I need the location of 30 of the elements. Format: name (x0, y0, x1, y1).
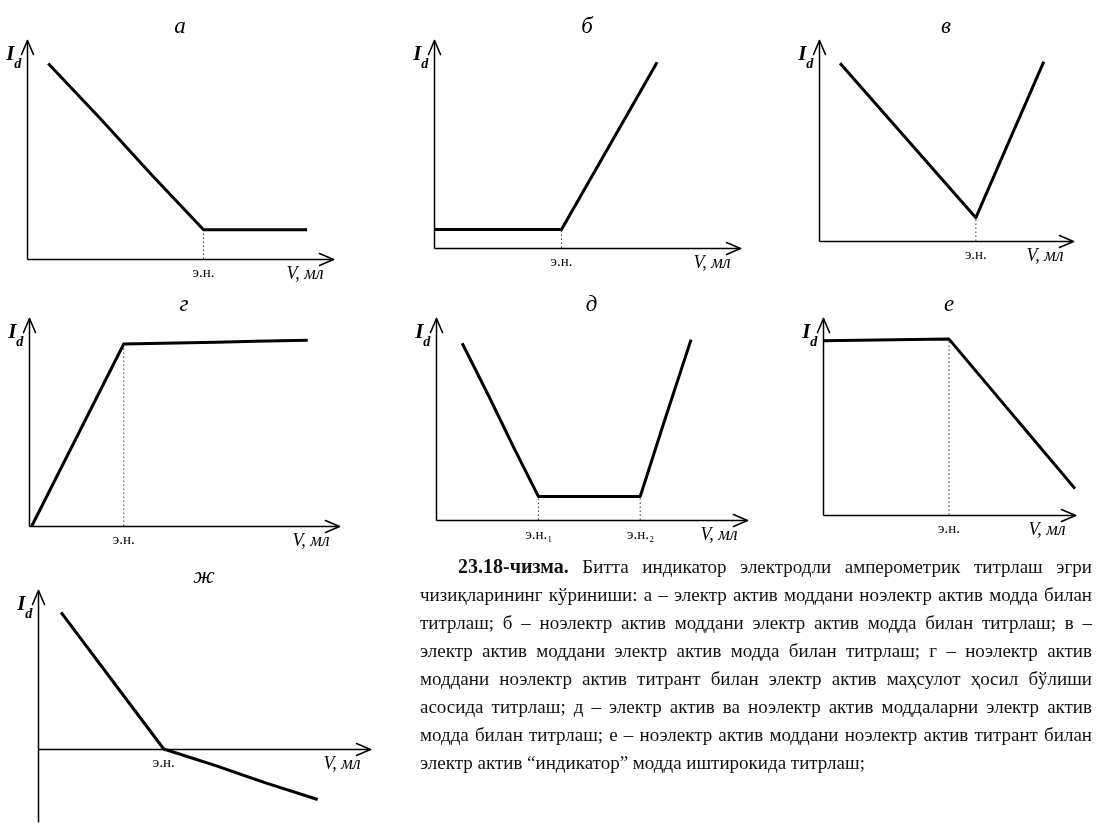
annotation: э.н. (964, 246, 987, 262)
y-axis-title: I$_{d}$ (5, 40, 23, 71)
text: э.н. (112, 531, 135, 547)
chart-title: в (941, 13, 952, 38)
chart-title: а (174, 13, 186, 38)
x-axis-title: V, мл (693, 251, 731, 272)
x-axis-title: V, мл (292, 529, 330, 550)
chart-title: е (943, 291, 955, 316)
y-axis-title: I$_{d}$ (801, 318, 819, 349)
annotation: э.н. (152, 754, 175, 771)
chart-title: д (585, 291, 598, 316)
x-axis-title: V, мл (323, 752, 361, 773)
x-axis-title: V, мл (286, 262, 324, 283)
y-axis-title: I$_{d}$ (414, 318, 432, 349)
x-axis-title: V, мл (700, 523, 738, 544)
annotation: э.н. (192, 264, 215, 280)
x-axis-title: V, мл (1028, 518, 1066, 539)
x-tick-label: э.н.₂ (627, 525, 655, 542)
chart-title: ж (193, 563, 216, 588)
annotation: э.н. (550, 253, 573, 269)
chart-title: б (581, 13, 595, 38)
chart-title: г (179, 291, 189, 316)
text: 23.18-чизма. (458, 555, 569, 577)
y-axis-title: I$_{d}$ (797, 40, 815, 71)
y-axis-title: I$_{d}$ (16, 590, 34, 621)
x-tick-label: э.н.₁ (525, 525, 553, 542)
text: э.н. (938, 520, 960, 536)
y-axis-title: I$_{d}$ (7, 318, 25, 349)
y-axis-title: I$_{d}$ (412, 40, 430, 71)
x-axis-title: V, мл (1026, 244, 1064, 265)
